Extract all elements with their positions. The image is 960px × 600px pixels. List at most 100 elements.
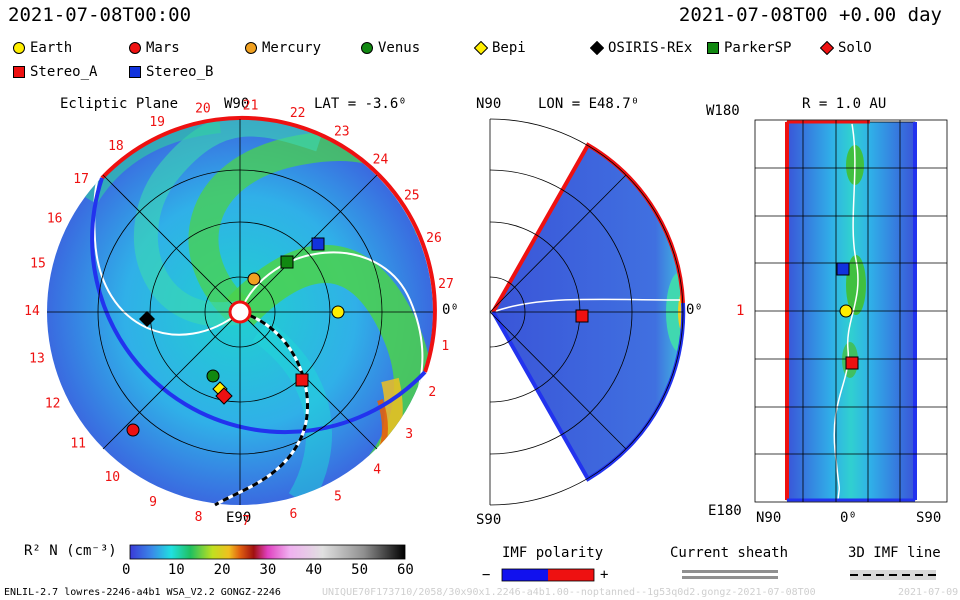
ecliptic-title: Ecliptic Plane (60, 96, 179, 112)
meridional-right-label: 0⁰ (686, 302, 703, 318)
radial-stereo-a-marker (845, 356, 859, 370)
solo-marker (215, 387, 233, 405)
legend-item-stereo-b: Stereo_B (128, 64, 213, 80)
carrington-tick-3: 3 (405, 427, 413, 442)
legend-marker-icon (245, 42, 257, 54)
legend-item-solo: SolO (820, 40, 872, 56)
legend-item-venus: Venus (360, 40, 420, 56)
imf-polarity-bar (501, 568, 595, 582)
carrington-tick-22: 22 (290, 106, 306, 121)
meridional-bottom-label: S90 (476, 512, 502, 528)
ecliptic-disk (47, 115, 437, 507)
carrington-tick-14: 14 (24, 304, 40, 319)
colorbar-tick-40: 40 (305, 562, 323, 578)
radial-earth-marker (839, 304, 853, 318)
legend-label: Mars (146, 40, 180, 56)
legend-label: Mercury (262, 40, 322, 56)
carrington-tick-5: 5 (334, 490, 342, 505)
legend-item-osiris-rex: OSIRIS-REx (590, 40, 692, 56)
carrington-tick-27: 27 (438, 277, 454, 292)
imf-plus: + (600, 567, 609, 583)
current-sheath-label: Current sheath (670, 545, 789, 561)
radial-x-label-s90: S90 (916, 510, 942, 526)
footer-date: 2021-07-09 (898, 587, 959, 598)
colorbar-tick-20: 20 (213, 562, 231, 578)
legend-marker-icon (707, 42, 719, 54)
colorbar-tick-10: 10 (167, 562, 185, 578)
density-colorbar (129, 544, 406, 560)
legend-marker-icon (13, 66, 25, 78)
mars-marker (126, 423, 140, 437)
colorbar-label: R² N (cm⁻³) (24, 543, 117, 559)
carrington-tick-7: 7 (242, 514, 250, 529)
ecliptic-right-label: 0⁰ (442, 302, 459, 318)
radial-map (754, 119, 948, 503)
carrington-tick-2: 2 (428, 385, 436, 400)
legend-marker-icon (129, 66, 141, 78)
imf-minus: − (482, 567, 491, 583)
legend-marker-icon (13, 42, 25, 54)
carrington-tick-8: 8 (195, 510, 203, 525)
footer-model-info: ENLIL-2.7 lowres-2246-a4b1 WSA_V2.2 GONG… (4, 587, 281, 598)
stereo-b-marker (311, 237, 325, 251)
carrington-tick-20: 20 (195, 101, 211, 116)
carrington-tick-26: 26 (426, 231, 442, 246)
legend-marker-icon (129, 42, 141, 54)
datetime-right: 2021-07-08T00 +0.00 day (678, 4, 942, 26)
radial-x-label-0: 0⁰ (840, 510, 857, 526)
datetime-left: 2021-07-08T00:00 (8, 4, 192, 26)
imf-line-swatch (850, 570, 936, 580)
legend-marker-icon (361, 42, 373, 54)
legend-item-parkersp: ParkerSP (706, 40, 791, 56)
legend-item-bepi: Bepi (474, 40, 526, 56)
ecliptic-markers (126, 237, 345, 437)
carrington-tick-11: 11 (70, 437, 86, 452)
legend-label: ParkerSP (724, 40, 792, 56)
carrington-tick-6: 6 (289, 507, 297, 522)
meridional-stereo-a-marker (575, 309, 589, 323)
imf-polarity-label: IMF polarity (502, 545, 604, 561)
legend-item-mercury: Mercury (244, 40, 321, 56)
legend-label: Venus (378, 40, 421, 56)
radial-title: R = 1.0 AU (802, 96, 887, 112)
carrington-tick-24: 24 (373, 153, 389, 168)
radial-x-label-n90: N90 (756, 510, 782, 526)
stereo-a-marker (295, 373, 309, 387)
legend-label: Stereo_B (146, 64, 214, 80)
imf-line-label: 3D IMF line (848, 545, 941, 561)
carrington-tick-21: 21 (243, 98, 259, 113)
carrington-tick-4: 4 (373, 462, 381, 477)
legend-label: Bepi (492, 40, 526, 56)
radial-stereo-b-marker (836, 262, 850, 276)
meridional-wedge (489, 118, 686, 506)
carrington-tick-23: 23 (334, 125, 350, 140)
colorbar-tick-50: 50 (351, 562, 369, 578)
radial-mid-left-label: 1 (736, 303, 745, 319)
legend-label: Earth (30, 40, 73, 56)
mercury-marker (247, 272, 261, 286)
carrington-tick-17: 17 (73, 172, 89, 187)
colorbar-tick-30: 30 (259, 562, 277, 578)
carrington-tick-9: 9 (149, 495, 157, 510)
earth-marker (331, 305, 345, 319)
current-sheath-swatch (682, 570, 778, 579)
carrington-tick-13: 13 (29, 351, 45, 366)
carrington-tick-18: 18 (108, 139, 124, 154)
venus-marker (206, 369, 220, 383)
parkersp-marker (280, 255, 294, 269)
legend-marker-icon (474, 41, 488, 55)
legend-label: OSIRIS-REx (608, 40, 693, 56)
ecliptic-bottom-label: E90 (226, 510, 252, 526)
carrington-tick-10: 10 (104, 470, 120, 485)
radial-top-left-label: W180 (706, 103, 740, 119)
legend-label: SolO (838, 40, 872, 56)
legend-item-stereo-a: Stereo_A (12, 64, 97, 80)
legend-label: Stereo_A (30, 64, 98, 80)
footer-run-id: UNIQUE70F173710/2058/30x90x1.2246-a4b1.0… (322, 587, 816, 598)
legend-item-earth: Earth (12, 40, 72, 56)
legend-marker-icon (820, 41, 834, 55)
radial-bottom-left-label: E180 (708, 503, 742, 519)
legend-marker-icon (590, 41, 604, 55)
